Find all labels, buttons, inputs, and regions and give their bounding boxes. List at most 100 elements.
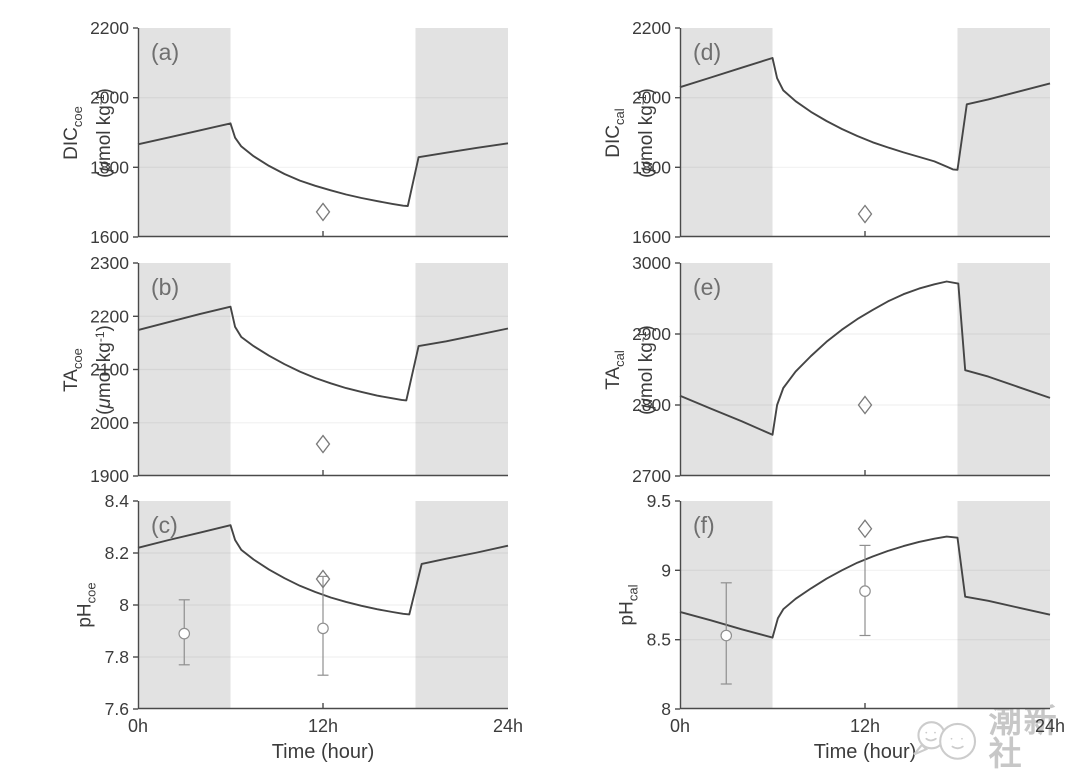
y-tick-label: 2000 <box>90 88 129 108</box>
x-axis-label-right: Time (hour) <box>813 741 917 763</box>
y-tick-label: 9 <box>661 560 671 580</box>
y-label-subscript: coe <box>70 105 85 127</box>
y-tick-label: 2000 <box>632 88 671 108</box>
y-label-unit-exponent: -1 <box>93 330 107 342</box>
panel-letter: (e) <box>693 274 721 300</box>
night-band <box>415 501 508 709</box>
y-tick-label: 2100 <box>90 360 129 380</box>
watermark-text: 潮新社 <box>988 702 1059 772</box>
y-tick-label: 8.2 <box>105 543 129 563</box>
panel-c-plot: 7.6 7.8 8 8.2 8.4 (c) <box>105 491 509 719</box>
y-label-unit-mu: μ <box>636 160 657 172</box>
panel-e-curve <box>679 280 1051 436</box>
x-tick-label: 12h <box>307 716 339 736</box>
x-tick-label: 0h <box>127 716 149 736</box>
diamond-marker <box>857 204 873 224</box>
panel-letter: (f) <box>693 512 715 538</box>
y-label-unit-exponent: -1 <box>635 93 649 105</box>
panel-letter: (a) <box>151 39 179 65</box>
panel-c-y-axis-label: pHcoe <box>74 582 103 627</box>
y-label-unit-close: ) <box>94 87 115 94</box>
panel-letter: (d) <box>693 39 721 65</box>
diamond-marker <box>315 569 331 589</box>
y-label-subscript: cal <box>612 349 627 367</box>
axes-spines <box>679 28 1050 238</box>
circle-marker <box>859 585 871 597</box>
y-tick-label: 2200 <box>632 18 671 38</box>
y-tick-label: 1900 <box>90 466 129 486</box>
x-tick-label: 0h <box>669 716 691 736</box>
axes-spines <box>137 28 508 238</box>
night-band <box>957 28 1050 237</box>
panel-e-plot: 2700 2800 2900 3000 (e) <box>632 253 1051 486</box>
y-tick-label: 8.5 <box>647 630 671 650</box>
panel-a-plot: 1600 1800 2000 2200 (a) <box>90 18 509 247</box>
watermark-bubble-large <box>939 722 977 760</box>
watermark: 潮新社 <box>908 704 1080 770</box>
panel-letter: (b) <box>151 274 179 300</box>
y-label-unit-open: ( <box>636 408 657 415</box>
panel-a-curve <box>137 122 509 207</box>
night-band <box>415 28 508 237</box>
axes-spines <box>137 501 508 710</box>
y-tick-label: 1800 <box>90 157 129 177</box>
night-band <box>957 263 1050 476</box>
y-label-unit-close: ) <box>94 324 115 331</box>
y-label-unit-close: ) <box>636 324 657 331</box>
y-label-subscript: cal <box>625 584 641 602</box>
y-tick-label: 8.4 <box>105 491 130 511</box>
panel-letter: (c) <box>151 512 178 538</box>
diamond-marker <box>857 519 873 539</box>
y-label-unit-exponent: -1 <box>93 93 107 105</box>
panel-f-y-axis-label: pHcal <box>616 585 645 626</box>
circle-marker <box>178 627 191 640</box>
panel-d-y-axis-label: DICcal (μmol kg-1) <box>602 88 658 178</box>
y-label-unit-mu: μ <box>94 397 115 409</box>
y-tick-label: 2700 <box>632 466 671 486</box>
y-label-name: TA <box>61 368 82 392</box>
y-label-subscript: cal <box>612 107 627 125</box>
y-tick-label: 3000 <box>632 253 671 273</box>
y-tick-label: 1600 <box>632 227 671 247</box>
y-tick-label: 7.6 <box>105 699 129 719</box>
axes-spines <box>679 501 1050 710</box>
night-band <box>138 263 231 476</box>
y-tick-label: 1800 <box>632 157 671 177</box>
y-label-unit-exponent: -1 <box>635 330 649 342</box>
x-axis-label-left: Time (hour) <box>271 741 375 763</box>
panel-b-plot: 1900 2000 2100 2200 2300 (b) <box>90 253 509 486</box>
y-label-name: TA <box>603 366 624 390</box>
panel-f-plot: 8 8.5 9 9.5 (f) <box>647 491 1051 719</box>
diamond-marker <box>857 395 873 415</box>
x-tick-label: 24h <box>492 716 524 736</box>
y-tick-label: 8 <box>661 699 671 719</box>
y-label-unit-main: mol kg <box>94 104 115 161</box>
night-band <box>138 28 231 237</box>
y-label-unit-close: ) <box>636 87 657 94</box>
panel-b-y-axis-label: TAcoe (μmol kg-1) <box>60 325 116 415</box>
y-tick-label: 2800 <box>632 395 671 415</box>
circle-marker <box>720 629 733 642</box>
panel-d-curve <box>679 57 1051 171</box>
axes-spines <box>137 263 508 477</box>
night-band <box>680 263 773 476</box>
y-label-unit-open: ( <box>94 171 115 178</box>
y-label-unit-main: mol kg <box>636 341 657 398</box>
y-tick-label: 2200 <box>90 306 129 326</box>
y-tick-label: 7.8 <box>105 647 129 667</box>
y-tick-label: 1600 <box>90 227 129 247</box>
y-label-name: DIC <box>61 126 82 160</box>
y-label-unit-open: ( <box>636 171 657 178</box>
y-label-subscript: coe <box>83 582 99 604</box>
y-label-unit-main: mol kg <box>636 104 657 161</box>
night-band <box>415 263 508 476</box>
y-tick-label: 2900 <box>632 324 671 344</box>
panel-a-y-axis-label: DICcoe (μmol kg-1) <box>60 88 116 178</box>
y-tick-label: 2000 <box>90 413 129 433</box>
y-tick-label: 2300 <box>90 253 129 273</box>
y-tick-label: 9.5 <box>647 491 671 511</box>
diamond-marker <box>315 202 331 222</box>
y-label-unit-mu: μ <box>636 397 657 409</box>
axes-spines <box>679 263 1050 477</box>
